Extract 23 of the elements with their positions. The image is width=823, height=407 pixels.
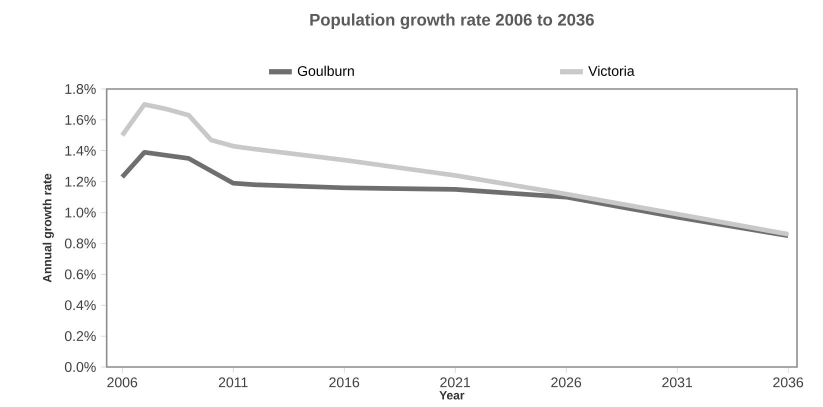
- x-tick-label: 2036: [773, 377, 804, 388]
- x-tick-label: 2021: [440, 377, 470, 388]
- x-axis-title: Year: [439, 391, 464, 400]
- line-series: [120, 102, 790, 237]
- y-tick-label: 0.8%: [64, 238, 96, 248]
- x-tick-label: 2006: [107, 377, 138, 388]
- y-tick-label: 1.6%: [65, 114, 96, 125]
- y-tick-label: 1.8%: [65, 84, 96, 94]
- chart-title: Population growth rate 2006 to 2036: [310, 13, 594, 30]
- y-tick-label: 1.4%: [65, 146, 96, 156]
- x-tick-label: 2011: [218, 377, 248, 388]
- legend-label: Victoria: [588, 66, 635, 76]
- y-tick-label: 0.6%: [64, 269, 96, 280]
- x-tick-label: 2026: [551, 377, 582, 388]
- x-tick-label: 2031: [662, 377, 692, 388]
- y-tick-label: 1.2%: [65, 176, 96, 187]
- y-tick-label: 0.0%: [64, 362, 96, 372]
- y-axis-title: Annual growth rate: [42, 174, 54, 282]
- x-tick-label: 2016: [329, 377, 360, 388]
- y-tick-label: 0.2%: [64, 331, 96, 342]
- y-tick-label: 1.0%: [65, 208, 96, 218]
- y-tick-label: 0.4%: [64, 300, 96, 310]
- legend-label: Goulburn: [298, 66, 354, 76]
